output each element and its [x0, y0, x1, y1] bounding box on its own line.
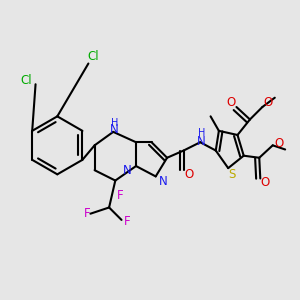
Text: H: H	[111, 118, 118, 128]
Text: N: N	[159, 175, 167, 188]
Text: Cl: Cl	[88, 50, 99, 63]
Text: F: F	[117, 188, 124, 202]
Text: F: F	[84, 207, 91, 220]
Text: N: N	[110, 123, 118, 136]
Text: O: O	[227, 96, 236, 110]
Text: Cl: Cl	[20, 74, 32, 87]
Text: F: F	[123, 215, 130, 229]
Text: N: N	[123, 164, 132, 177]
Text: N: N	[197, 135, 206, 148]
Text: S: S	[229, 168, 236, 181]
Text: H: H	[198, 128, 205, 138]
Text: O: O	[261, 176, 270, 189]
Text: O: O	[184, 168, 194, 181]
Text: O: O	[274, 137, 283, 150]
Text: O: O	[263, 96, 272, 110]
